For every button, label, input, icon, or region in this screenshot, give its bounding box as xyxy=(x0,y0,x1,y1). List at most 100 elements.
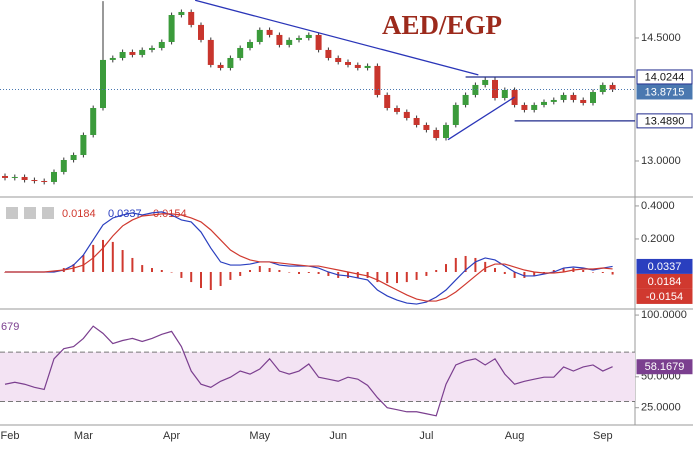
candle-body xyxy=(394,108,400,112)
x-tick-label: Sep xyxy=(593,430,613,442)
candle-body xyxy=(31,180,38,182)
legend-value: 0.0184 xyxy=(62,208,96,220)
candle-body xyxy=(482,79,489,85)
candle-body xyxy=(413,118,420,125)
candle-body xyxy=(345,61,351,65)
candle-body xyxy=(374,65,381,95)
value-box xyxy=(636,288,693,304)
value-box xyxy=(636,258,693,274)
value-label: 13.8715 xyxy=(645,86,685,98)
histogram-bar xyxy=(317,271,320,274)
candle-body xyxy=(305,34,312,38)
histogram-bar xyxy=(307,271,310,273)
histogram-bar xyxy=(170,271,173,273)
candle-body xyxy=(129,51,136,55)
value-label: -0.0154 xyxy=(646,291,683,303)
candle-body xyxy=(11,176,18,178)
histogram-bar xyxy=(141,265,144,272)
histogram-bar xyxy=(445,264,447,272)
candle-body xyxy=(2,175,8,178)
candle-body xyxy=(266,29,273,35)
candle-body xyxy=(237,47,244,58)
y-tick-label: 0.4000 xyxy=(641,200,675,212)
histogram-bar xyxy=(347,271,349,278)
candle-body xyxy=(217,64,224,68)
histogram-bar xyxy=(503,271,506,274)
icon xyxy=(6,207,18,219)
candle-body xyxy=(70,154,77,160)
candle-body xyxy=(80,134,87,155)
candle-body xyxy=(335,57,342,62)
chart-title: AED/EGP xyxy=(382,10,502,40)
histogram-bar xyxy=(415,271,418,280)
candle-body xyxy=(325,49,332,58)
band-fill xyxy=(0,352,635,402)
histogram-bar xyxy=(582,270,585,272)
candle-body xyxy=(354,64,361,68)
candle-body xyxy=(188,11,195,25)
histogram-bar xyxy=(425,271,428,276)
histogram-bar xyxy=(239,271,242,276)
candle-body xyxy=(423,124,430,130)
x-tick-label: Jun xyxy=(329,430,347,442)
value-label: 0.0337 xyxy=(648,261,682,273)
candle-body xyxy=(521,104,528,110)
candle-body xyxy=(207,39,214,65)
legend-value: 679 xyxy=(1,321,19,333)
candle-body xyxy=(119,51,126,58)
value-box xyxy=(636,69,693,85)
histogram-bar xyxy=(82,254,85,272)
histogram-bar xyxy=(278,270,281,272)
candle-body xyxy=(296,37,302,40)
candle-body xyxy=(158,41,165,48)
histogram-bar xyxy=(229,271,232,280)
trendline xyxy=(194,0,479,76)
histogram-bar xyxy=(484,261,487,272)
candle-body xyxy=(21,176,28,181)
candle-body xyxy=(462,94,469,105)
candle-body xyxy=(178,11,185,16)
histogram-bar xyxy=(396,271,398,284)
candle-body xyxy=(443,124,449,139)
candle-body xyxy=(403,111,410,119)
candle-body xyxy=(109,57,116,60)
histogram-bar xyxy=(209,271,212,290)
trendline xyxy=(447,96,515,141)
histogram-bar xyxy=(562,268,565,272)
candle-body xyxy=(550,99,557,102)
toolbar-icons xyxy=(6,207,54,219)
histogram-bar xyxy=(405,271,408,283)
y-tick-label: 14.5000 xyxy=(641,32,681,44)
value-box xyxy=(636,113,693,129)
histogram-bar xyxy=(435,270,438,272)
candle-body xyxy=(560,94,567,100)
candle-body xyxy=(227,57,234,68)
histogram-bar xyxy=(592,271,594,273)
y-tick-label: 13.0000 xyxy=(641,155,681,167)
x-tick-label: Apr xyxy=(163,430,180,442)
value-label: 58.1679 xyxy=(645,361,685,373)
candle-body xyxy=(590,92,596,104)
candle-body xyxy=(472,84,479,95)
histogram-bar xyxy=(121,250,124,272)
histogram-bar xyxy=(131,257,134,272)
candle-body xyxy=(609,84,616,90)
histogram-bar xyxy=(102,239,104,272)
series-line xyxy=(4,325,613,417)
candle-body xyxy=(256,29,263,42)
x-tick-label: Aug xyxy=(505,430,525,442)
histogram-bar xyxy=(386,271,389,284)
candle-body xyxy=(60,159,67,172)
y-tick-label: 100.0000 xyxy=(641,309,687,321)
histogram-bar xyxy=(611,271,614,275)
candle-body xyxy=(149,47,155,50)
candle-body xyxy=(599,84,606,93)
histogram-bar xyxy=(494,268,496,272)
histogram-bar xyxy=(601,271,604,273)
histogram-bar xyxy=(454,257,457,272)
icon xyxy=(42,207,54,219)
histogram-bar xyxy=(258,266,261,272)
candle-body xyxy=(90,108,97,135)
